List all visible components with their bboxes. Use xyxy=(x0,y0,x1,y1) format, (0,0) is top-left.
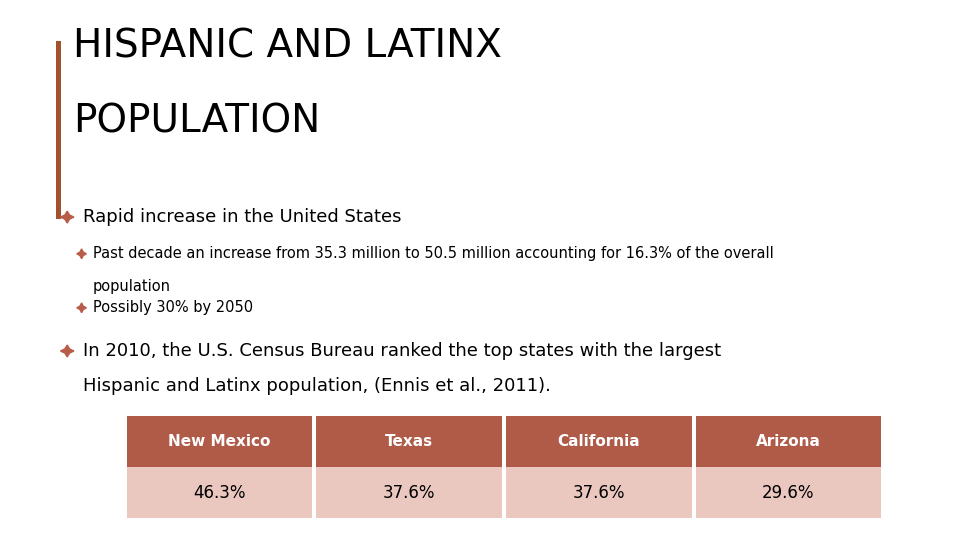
FancyBboxPatch shape xyxy=(127,467,313,518)
Text: Texas: Texas xyxy=(385,434,433,449)
Text: population: population xyxy=(93,279,171,294)
Text: Past decade an increase from 35.3 million to 50.5 million accounting for 16.3% o: Past decade an increase from 35.3 millio… xyxy=(93,246,774,261)
FancyBboxPatch shape xyxy=(56,40,61,219)
FancyBboxPatch shape xyxy=(506,467,691,518)
FancyBboxPatch shape xyxy=(695,416,881,467)
FancyBboxPatch shape xyxy=(317,467,502,518)
FancyBboxPatch shape xyxy=(317,416,502,467)
Text: 29.6%: 29.6% xyxy=(762,484,815,502)
Text: California: California xyxy=(558,434,640,449)
Polygon shape xyxy=(60,345,74,357)
Text: Hispanic and Latinx population, (Ennis et al., 2011).: Hispanic and Latinx population, (Ennis e… xyxy=(83,377,550,395)
Text: Rapid increase in the United States: Rapid increase in the United States xyxy=(83,208,401,226)
FancyBboxPatch shape xyxy=(695,467,881,518)
FancyBboxPatch shape xyxy=(506,416,691,467)
Polygon shape xyxy=(77,249,86,259)
Text: HISPANIC AND LATINX: HISPANIC AND LATINX xyxy=(73,27,502,65)
Text: 37.6%: 37.6% xyxy=(572,484,625,502)
Text: Possibly 30% by 2050: Possibly 30% by 2050 xyxy=(93,300,253,315)
Text: POPULATION: POPULATION xyxy=(73,103,321,140)
Text: In 2010, the U.S. Census Bureau ranked the top states with the largest: In 2010, the U.S. Census Bureau ranked t… xyxy=(83,342,721,360)
Text: 46.3%: 46.3% xyxy=(193,484,246,502)
Text: Arizona: Arizona xyxy=(756,434,821,449)
Polygon shape xyxy=(77,303,86,313)
Text: New Mexico: New Mexico xyxy=(168,434,271,449)
FancyBboxPatch shape xyxy=(127,416,313,467)
Text: 37.6%: 37.6% xyxy=(383,484,436,502)
Polygon shape xyxy=(60,211,74,223)
